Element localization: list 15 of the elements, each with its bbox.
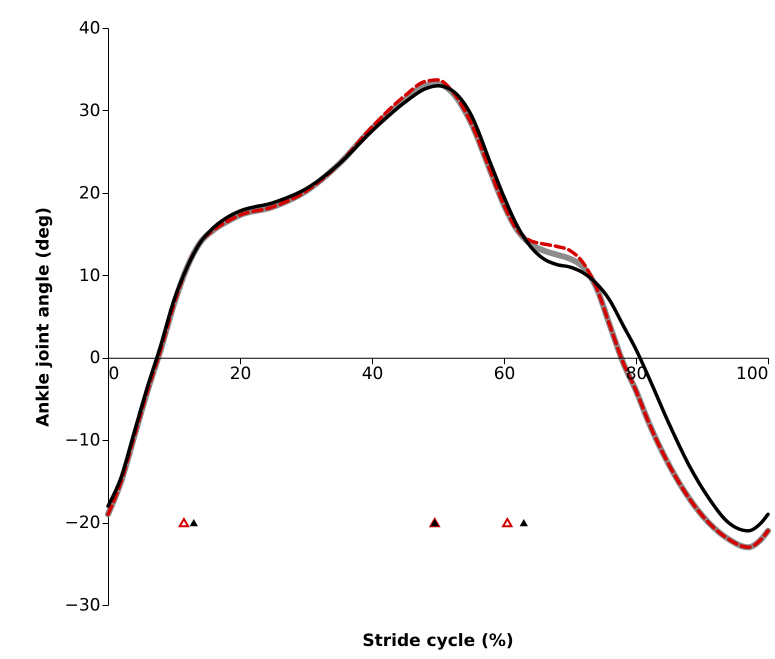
y-tick-label: −10 <box>64 430 100 451</box>
y-tick-label: 40 <box>78 18 100 38</box>
y-tick-label: 20 <box>78 183 100 204</box>
y-tick-label: −30 <box>64 596 100 616</box>
x-tick-label: 60 <box>494 364 516 384</box>
x-tick-label: 20 <box>230 364 252 384</box>
y-tick-label: 0 <box>90 348 100 368</box>
x-tick-label: 100 <box>736 364 768 384</box>
y-tick-label: 10 <box>78 266 100 286</box>
y-axis-title: Ankle joint angle (deg) <box>34 207 54 427</box>
y-tick-label: −20 <box>64 513 100 534</box>
x-tick-label: 0 <box>108 364 120 384</box>
x-axis-title: Stride cycle (%) <box>362 631 514 651</box>
x-tick-label: 40 <box>362 364 384 384</box>
y-tick-label: 30 <box>78 100 100 121</box>
